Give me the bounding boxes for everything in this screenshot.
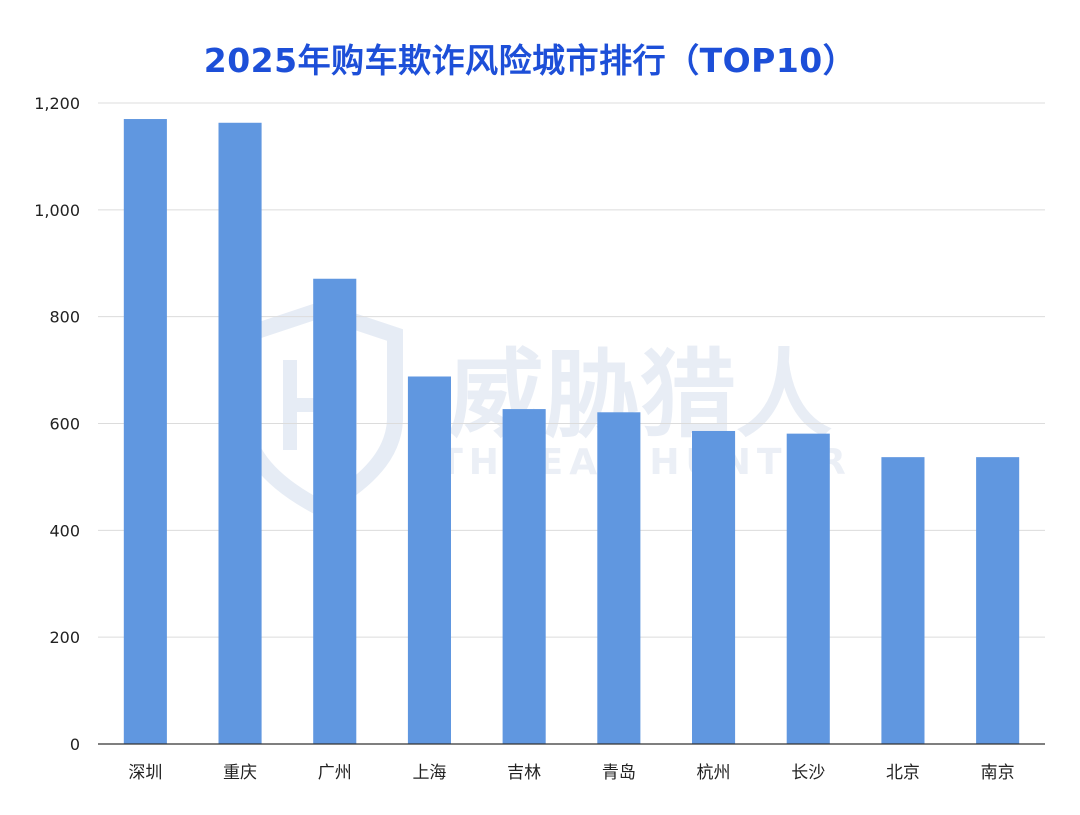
- bar: [786, 433, 830, 744]
- bar: [407, 376, 451, 744]
- bar: [218, 122, 262, 745]
- x-tick-label: 青岛: [602, 763, 636, 783]
- y-tick-label: 600: [49, 415, 80, 434]
- y-tick-label: 400: [49, 521, 80, 540]
- chart-title: 2025年购车欺诈风险城市排行（TOP10）: [203, 41, 857, 80]
- y-tick-label: 0: [70, 735, 80, 754]
- bar: [692, 430, 736, 744]
- bar: [313, 278, 357, 744]
- x-tick-label: 长沙: [791, 763, 825, 783]
- x-tick-label: 南京: [981, 763, 1015, 783]
- bar: [502, 409, 546, 744]
- x-axis-labels: 深圳 重庆 广州 上海 吉林 青岛 杭州 长沙 北京 南京: [128, 763, 1014, 783]
- x-tick-label: 杭州: [697, 763, 731, 783]
- y-tick-label: 1,000: [34, 201, 80, 220]
- x-tick-label: 广州: [318, 763, 352, 783]
- x-tick-label: 重庆: [223, 763, 257, 783]
- x-tick-label: 上海: [412, 763, 446, 783]
- y-axis-ticks: 0 200 400 600 800 1,000 1,200: [34, 94, 80, 754]
- x-tick-label: 吉林: [507, 763, 541, 783]
- x-tick-label: 北京: [886, 763, 920, 783]
- y-tick-label: 800: [49, 308, 80, 327]
- y-tick-label: 1,200: [34, 94, 80, 113]
- y-tick-label: 200: [49, 628, 80, 647]
- bar: [597, 412, 641, 744]
- bar: [123, 119, 167, 744]
- bar: [976, 457, 1020, 744]
- bar: [881, 457, 925, 744]
- bars: [123, 119, 1020, 745]
- x-tick-label: 深圳: [128, 763, 162, 783]
